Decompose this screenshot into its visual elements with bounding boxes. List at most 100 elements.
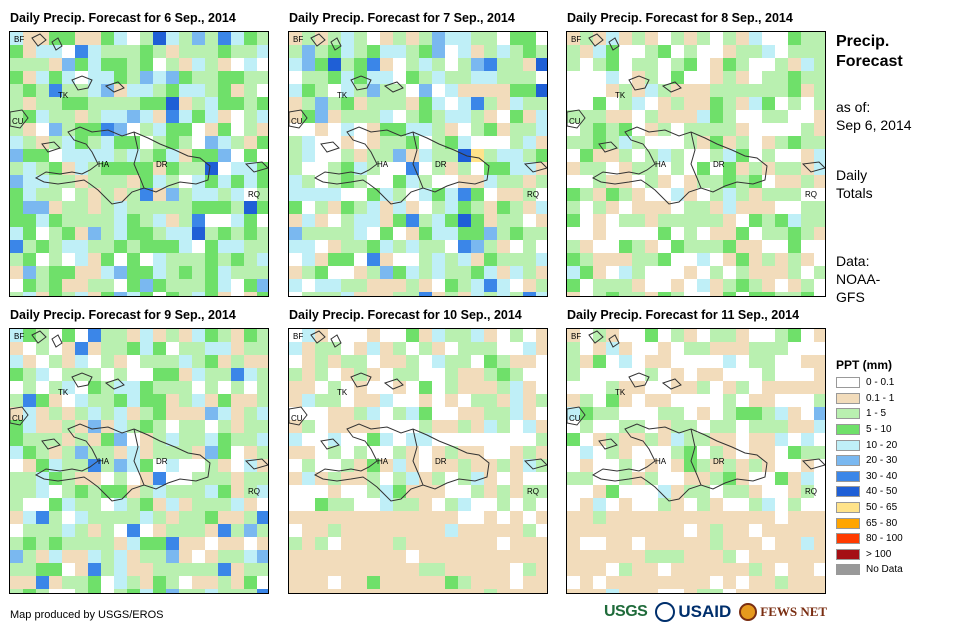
raster-cell — [484, 550, 497, 563]
raster-cell — [205, 550, 218, 563]
raster-cell — [471, 149, 484, 162]
raster-cell — [671, 97, 684, 110]
raster-cell — [49, 240, 62, 253]
raster-cell — [619, 485, 632, 498]
raster-cell — [192, 472, 205, 485]
raster-cell — [593, 511, 606, 524]
raster-cell — [458, 563, 471, 576]
raster-cell — [192, 71, 205, 84]
raster-cell — [510, 84, 523, 97]
raster-cell — [315, 524, 328, 537]
raster-cell — [231, 472, 244, 485]
raster-cell — [62, 342, 75, 355]
raster-cell — [367, 32, 380, 45]
raster-cell — [458, 537, 471, 550]
raster-cell — [205, 58, 218, 71]
raster-cell — [723, 32, 736, 45]
raster-cell — [510, 175, 523, 188]
raster-cell — [684, 84, 697, 97]
raster-cell — [580, 329, 593, 342]
raster-cell — [671, 136, 684, 149]
raster-cell — [432, 381, 445, 394]
raster-cell — [632, 188, 645, 201]
raster-cell — [484, 485, 497, 498]
raster-cell — [49, 394, 62, 407]
raster-cell — [257, 498, 268, 511]
raster-cell — [289, 214, 302, 227]
raster-cell — [749, 472, 762, 485]
raster-cell — [10, 214, 23, 227]
raster-cell — [814, 407, 825, 420]
raster-cell — [289, 97, 302, 110]
raster-cell — [593, 279, 606, 292]
raster-cell — [23, 576, 36, 589]
raster-cell — [328, 485, 341, 498]
raster-cell — [762, 253, 775, 266]
raster-cell — [762, 329, 775, 342]
raster-cell — [140, 136, 153, 149]
raster-cell — [632, 214, 645, 227]
raster-cell — [736, 472, 749, 485]
raster-cell — [393, 214, 406, 227]
raster-cell — [289, 368, 302, 381]
raster-cell — [341, 84, 354, 97]
raster-cell — [510, 149, 523, 162]
raster-cell — [632, 84, 645, 97]
raster-cell — [257, 84, 268, 97]
raster-cell — [205, 45, 218, 58]
raster-cell — [341, 420, 354, 433]
map-label-cu: CU — [12, 414, 24, 423]
raster-cell — [218, 589, 231, 593]
raster-cell — [62, 550, 75, 563]
raster-cell — [749, 563, 762, 576]
raster-cell — [497, 45, 510, 58]
raster-cell — [710, 253, 723, 266]
map-label-cu: CU — [12, 117, 24, 126]
legend-swatch — [836, 408, 860, 420]
coastline — [310, 33, 326, 47]
raster-cell — [658, 485, 671, 498]
title-line-1: Precip. — [836, 33, 890, 50]
raster-cell — [606, 175, 619, 188]
raster-cell — [536, 32, 547, 45]
raster-cell — [658, 368, 671, 381]
raster-cell — [697, 446, 710, 459]
raster-cell — [302, 279, 315, 292]
raster-cell — [23, 32, 36, 45]
raster-cell — [354, 420, 367, 433]
raster-cell — [645, 563, 658, 576]
raster-cell — [205, 227, 218, 240]
raster-cell — [536, 550, 547, 563]
raster-cell — [315, 394, 328, 407]
raster-cell — [536, 433, 547, 446]
raster-cell — [393, 394, 406, 407]
raster-cell — [244, 97, 257, 110]
coastline — [588, 33, 604, 47]
raster-cell — [775, 433, 788, 446]
raster-cell — [814, 123, 825, 136]
raster-cell — [723, 576, 736, 589]
raster-cell — [484, 472, 497, 485]
raster-cell — [671, 201, 684, 214]
raster-cell — [36, 576, 49, 589]
raster-cell — [88, 188, 101, 201]
raster-cell — [62, 279, 75, 292]
raster-cell — [88, 576, 101, 589]
raster-cell — [218, 58, 231, 71]
raster-cell — [671, 342, 684, 355]
raster-cell — [257, 227, 268, 240]
raster-cell — [380, 381, 393, 394]
raster-cell — [710, 123, 723, 136]
raster-cell — [697, 368, 710, 381]
raster-cell — [736, 201, 749, 214]
raster-cell — [536, 149, 547, 162]
raster-cell — [536, 342, 547, 355]
raster-cell — [101, 214, 114, 227]
raster-cell — [36, 188, 49, 201]
raster-cell — [471, 342, 484, 355]
raster-cell — [523, 227, 536, 240]
sidebar-title: Precip. Forecast — [836, 32, 903, 72]
legend-row: 80 - 100 — [836, 531, 903, 547]
raster-cell — [380, 576, 393, 589]
raster-cell — [36, 253, 49, 266]
